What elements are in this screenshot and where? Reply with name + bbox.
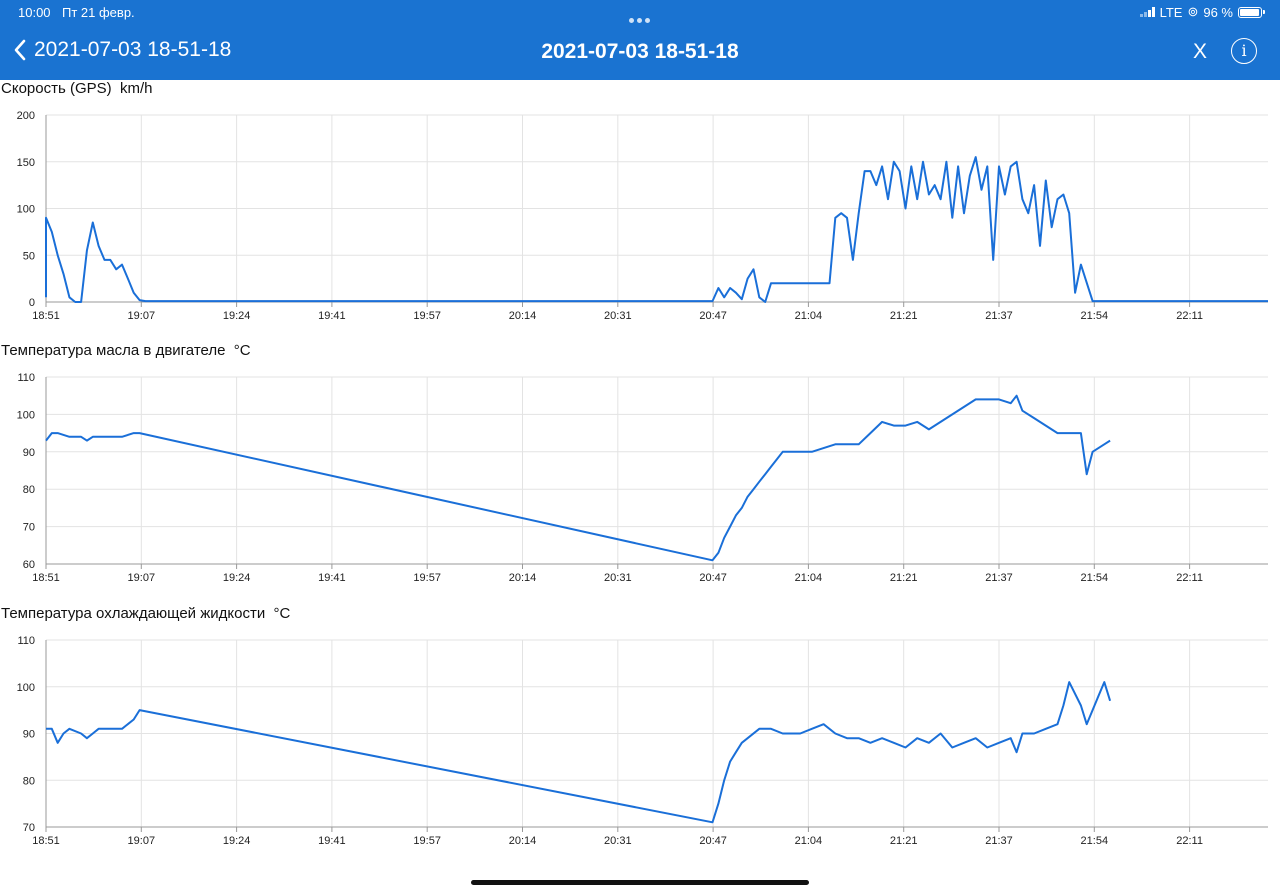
x-tick-label: 22:11 [1176, 310, 1203, 322]
y-tick-label: 70 [23, 822, 35, 834]
battery-percent: 96 % [1203, 4, 1233, 20]
y-tick-label: 80 [23, 775, 35, 787]
oil-temperature-chart: Температура масла в двигателе °C 60 70 80 9… [0, 342, 1280, 597]
x-tick-label: 20:14 [509, 310, 537, 322]
nav-bar: 10:00 Пт 21 февр. LTE ⊚ 96 % 2021-07-03 … [0, 0, 1280, 80]
info-button[interactable]: i [1231, 38, 1257, 64]
x-tick-label: 19:24 [223, 572, 251, 584]
x-tick-label: 20:31 [604, 835, 632, 847]
x-tick-label: 21:37 [985, 310, 1013, 322]
x-tick-label: 19:41 [318, 310, 346, 322]
x-tick-label: 19:57 [413, 572, 441, 584]
x-tick-label: 20:47 [699, 310, 727, 322]
y-tick-label: 70 [23, 522, 35, 534]
oil-temperature-chart-plot: 60 70 80 90 100 110 18:51 19:07 19:24 19:41 19:57 2… [17, 372, 1268, 584]
x-tick-label: 19:07 [128, 572, 156, 584]
coolant-temperature-chart-plot: 70 80 90 100 110 18:51 19:07 19:24 19:41 19:57 20:… [17, 635, 1268, 847]
chart-title: Температура масла в двигателе °C [1, 342, 251, 359]
coolant-temperature-chart: Температура охлаждающей жидкости °C 70 80… [0, 605, 1280, 860]
y-tick-label: 90 [23, 447, 35, 459]
y-tick-label: 100 [17, 204, 35, 216]
chevron-left-icon [14, 39, 26, 61]
orientation-lock-icon: ⊚ [1187, 4, 1199, 19]
speed-chart-plot: 0 50 100 150 200 18:51 19:07 19:24 19:41 19:57 20:… [17, 110, 1268, 322]
y-tick-label: 60 [23, 559, 35, 571]
multitasking-dots-icon[interactable] [629, 10, 653, 28]
y-tick-label: 200 [17, 110, 35, 122]
x-tick-label: 18:51 [32, 310, 60, 322]
x-tick-label: 21:54 [1081, 835, 1109, 847]
x-tick-label: 18:51 [32, 572, 60, 584]
x-tick-label: 22:11 [1176, 572, 1203, 584]
x-tick-label: 20:31 [604, 310, 632, 322]
x-tick-label: 22:11 [1176, 835, 1203, 847]
status-time: 10:00 [18, 5, 51, 20]
chart-title: Температура охлаждающей жидкости °C [1, 605, 291, 622]
y-tick-label: 110 [17, 372, 35, 384]
x-tick-label: 21:21 [890, 310, 918, 322]
x-tick-label: 21:04 [795, 835, 823, 847]
series-line [45, 156, 1268, 303]
x-tick-label: 19:41 [318, 835, 346, 847]
x-tick-label: 19:57 [413, 310, 441, 322]
y-tick-label: 100 [17, 682, 35, 694]
x-tick-label: 20:14 [509, 835, 537, 847]
chart-title: Скорость (GPS) km/h [1, 80, 153, 97]
x-tick-label: 21:54 [1081, 310, 1109, 322]
x-tick-label: 20:31 [604, 572, 632, 584]
x-tick-label: 21:54 [1081, 572, 1109, 584]
x-tick-label: 19:07 [128, 310, 156, 322]
close-button[interactable]: X [1193, 40, 1208, 63]
back-button-label: 2021-07-03 18-51-18 [34, 38, 232, 61]
battery-icon [1238, 6, 1265, 18]
y-tick-label: 50 [23, 250, 35, 262]
status-date: Пт 21 февр. [62, 5, 135, 20]
x-tick-label: 19:24 [223, 835, 251, 847]
network-type: LTE [1159, 4, 1183, 20]
x-tick-label: 20:47 [699, 572, 727, 584]
y-tick-label: 100 [17, 409, 35, 421]
series-line [45, 394, 1111, 562]
y-tick-label: 80 [23, 484, 35, 496]
x-tick-label: 21:21 [890, 835, 918, 847]
x-tick-label: 19:24 [223, 310, 251, 322]
x-tick-label: 21:04 [795, 572, 823, 584]
x-tick-label: 20:14 [509, 572, 537, 584]
x-tick-label: 18:51 [32, 835, 60, 847]
x-tick-label: 19:07 [128, 835, 156, 847]
x-tick-label: 20:47 [699, 835, 727, 847]
x-tick-label: 19:41 [318, 572, 346, 584]
x-tick-label: 21:37 [985, 835, 1013, 847]
y-tick-label: 150 [17, 157, 35, 169]
back-button[interactable]: 2021-07-03 18-51-18 [12, 38, 231, 62]
home-indicator[interactable] [471, 880, 809, 885]
cellular-signal-icon [1139, 7, 1155, 17]
y-tick-label: 110 [17, 635, 35, 647]
speed-chart: Скорость (GPS) km/h 0 50 100 150 200 18:51 19:… [0, 80, 1280, 335]
y-tick-label: 0 [29, 297, 35, 309]
series-line [46, 681, 1112, 824]
status-indicators: LTE ⊚ 96 % [1139, 4, 1265, 20]
x-tick-label: 19:57 [413, 835, 441, 847]
x-tick-label: 21:37 [985, 572, 1013, 584]
x-tick-label: 21:21 [890, 572, 918, 584]
y-tick-label: 90 [23, 729, 35, 741]
x-tick-label: 21:04 [795, 310, 823, 322]
